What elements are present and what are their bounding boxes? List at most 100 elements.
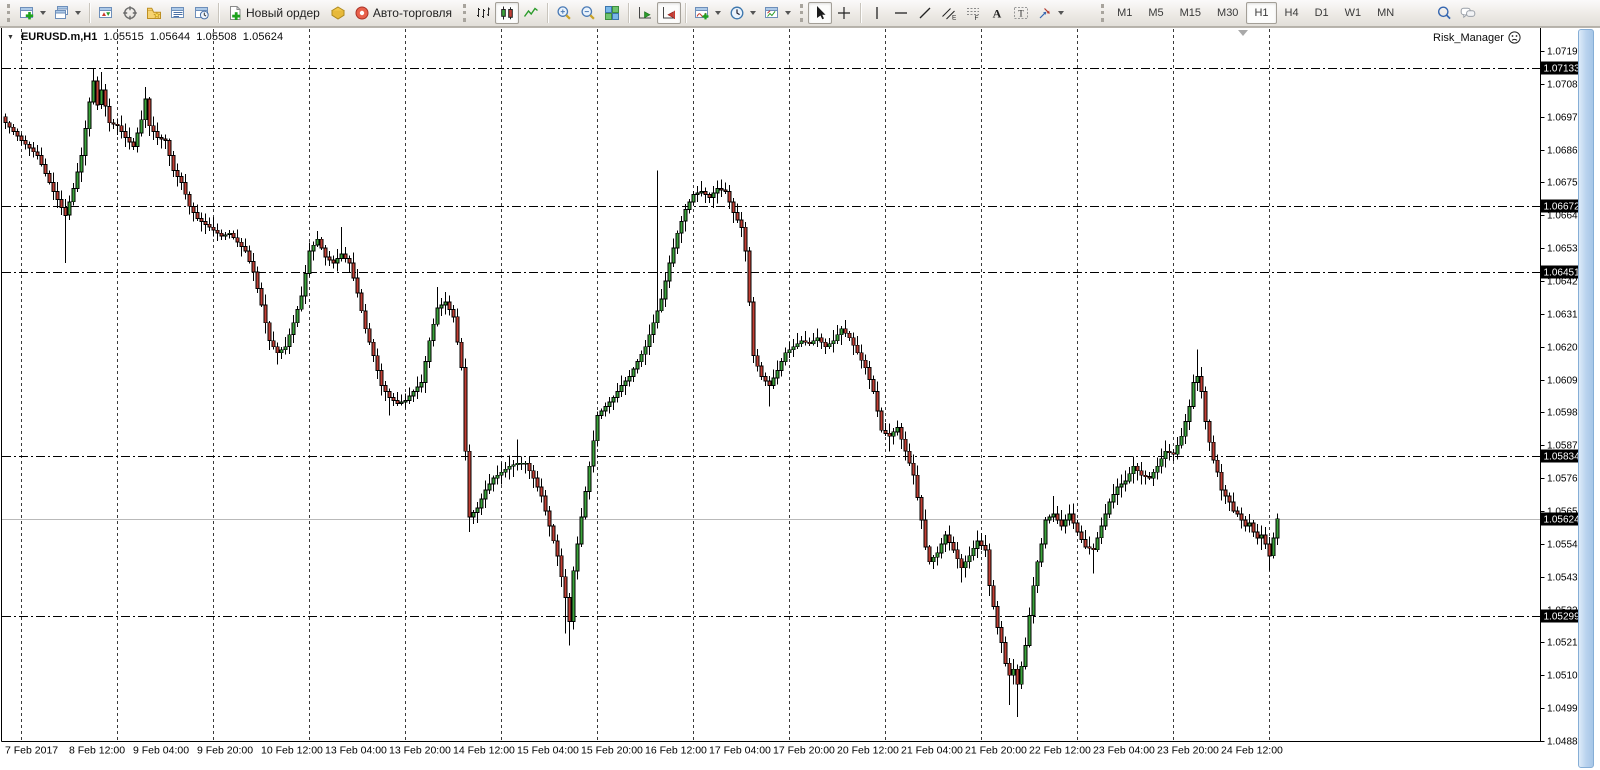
fibonacci-button[interactable]: F xyxy=(961,2,985,24)
timeframe-d1-button[interactable]: D1 xyxy=(1314,7,1329,19)
svg-text:1.05430: 1.05430 xyxy=(1547,573,1584,584)
chart-bars-button[interactable] xyxy=(471,2,495,24)
svg-text:1.05624: 1.05624 xyxy=(1544,515,1581,526)
crosshair-button[interactable] xyxy=(832,2,856,24)
svg-text:24 Feb 12:00: 24 Feb 12:00 xyxy=(1221,745,1283,757)
timeframe-mn-button[interactable]: MN xyxy=(1377,7,1395,19)
auto-scroll-icon xyxy=(637,5,653,21)
autotrading-button[interactable]: Авто-торговля xyxy=(350,2,458,24)
chart-line-icon xyxy=(523,5,539,21)
svg-text:1.05540: 1.05540 xyxy=(1547,540,1584,551)
dropdown-arrow-icon xyxy=(715,11,722,15)
timeframe-m1-button[interactable]: M1 xyxy=(1117,7,1133,19)
svg-text:21 Feb 20:00: 21 Feb 20:00 xyxy=(965,745,1027,757)
timeframe-m15-button[interactable]: M15 xyxy=(1179,7,1202,19)
data-window-button[interactable] xyxy=(118,2,142,24)
zoom-out-button[interactable] xyxy=(576,2,600,24)
dropdown-arrow-icon xyxy=(40,11,46,15)
zoom-in-button[interactable] xyxy=(552,2,576,24)
auto-scroll-button[interactable] xyxy=(633,2,657,24)
text-button[interactable]: A xyxy=(985,2,1009,24)
market-watch-icon xyxy=(98,5,114,21)
new-order-button[interactable]: Новый ордер xyxy=(223,2,326,24)
text-icon: A xyxy=(989,5,1005,21)
terminal-button[interactable] xyxy=(166,2,190,24)
symbol-period-label: EURUSD.m,H1 xyxy=(20,31,98,43)
vertical-line-button[interactable] xyxy=(865,2,889,24)
svg-text:1.05980: 1.05980 xyxy=(1547,408,1584,419)
autotrading-icon xyxy=(354,5,370,21)
toolbar-drag-handle[interactable] xyxy=(800,4,804,22)
chart-candles-button[interactable] xyxy=(495,2,520,24)
toolbar-separator xyxy=(89,3,90,23)
data-window-icon xyxy=(122,5,138,21)
cursor-icon xyxy=(812,5,828,21)
svg-text:1.06640: 1.06640 xyxy=(1547,211,1584,222)
text-label-button[interactable]: T xyxy=(1009,2,1033,24)
shapes-button[interactable] xyxy=(1033,2,1068,24)
svg-text:13 Feb 20:00: 13 Feb 20:00 xyxy=(389,745,451,757)
indicators-icon xyxy=(694,5,710,21)
new-order-icon xyxy=(227,5,243,21)
terminal-icon xyxy=(170,5,186,21)
autotrading-label: Авто-торговля xyxy=(372,6,453,20)
toolbar-drag-handle[interactable] xyxy=(463,4,467,22)
new-chart-button[interactable] xyxy=(15,2,50,24)
svg-text:1.04880: 1.04880 xyxy=(1547,737,1584,748)
profiles-button[interactable] xyxy=(50,2,85,24)
symbol-dropdown-icon[interactable]: ▼ xyxy=(7,33,14,41)
svg-text:1.06200: 1.06200 xyxy=(1547,343,1584,354)
timeframe-h1-button[interactable]: H1 xyxy=(1246,2,1277,24)
svg-text:F: F xyxy=(975,15,979,21)
timeframe-m30-button[interactable]: M30 xyxy=(1217,7,1239,19)
toolbar-drag-handle[interactable] xyxy=(7,4,10,22)
toolbar-separator xyxy=(547,3,549,23)
cursor-button[interactable] xyxy=(808,2,833,24)
timeframe-h4-button[interactable]: H4 xyxy=(1284,7,1299,19)
svg-text:21 Feb 04:00: 21 Feb 04:00 xyxy=(901,745,963,757)
templates-button[interactable] xyxy=(760,2,795,24)
search-button[interactable] xyxy=(1432,2,1456,24)
svg-text:14 Feb 12:00: 14 Feb 12:00 xyxy=(453,745,515,757)
svg-text:23 Feb 20:00: 23 Feb 20:00 xyxy=(1157,745,1219,757)
vertical-scrollbar[interactable] xyxy=(1578,29,1594,768)
market-watch-button[interactable] xyxy=(94,2,118,24)
periods-button[interactable] xyxy=(725,2,760,24)
svg-text:1.06860: 1.06860 xyxy=(1547,146,1584,157)
svg-text:1.07190: 1.07190 xyxy=(1547,47,1584,58)
timeframe-m5-button[interactable]: M5 xyxy=(1148,7,1164,19)
equidistant-channel-button[interactable]: E xyxy=(937,2,961,24)
toolbar-spacer xyxy=(1068,13,1096,14)
tile-windows-button[interactable] xyxy=(600,2,624,24)
periods-icon xyxy=(729,5,745,21)
shapes-icon xyxy=(1037,5,1053,21)
svg-text:1.05299: 1.05299 xyxy=(1544,612,1581,623)
svg-text:20 Feb 12:00: 20 Feb 12:00 xyxy=(837,745,899,757)
ohlc-low: 1.05508 xyxy=(196,31,237,43)
navigator-button[interactable] xyxy=(142,2,166,24)
svg-text:A: A xyxy=(993,7,1002,21)
chart-line-button[interactable] xyxy=(519,2,543,24)
strategy-tester-button[interactable] xyxy=(190,2,214,24)
metaeditor-button[interactable] xyxy=(326,2,350,24)
svg-text:17 Feb 04:00: 17 Feb 04:00 xyxy=(709,745,771,757)
timeframe-w1-button[interactable]: W1 xyxy=(1344,7,1362,19)
svg-text:T: T xyxy=(1018,9,1024,19)
search-icon xyxy=(1436,5,1452,21)
toolbar-separator xyxy=(218,3,219,23)
trendline-button[interactable] xyxy=(913,2,937,24)
svg-text:17 Feb 20:00: 17 Feb 20:00 xyxy=(773,745,835,757)
chat-button[interactable] xyxy=(1456,2,1480,24)
svg-text:8 Feb 12:00: 8 Feb 12:00 xyxy=(69,745,125,757)
svg-text:10 Feb 12:00: 10 Feb 12:00 xyxy=(261,745,323,757)
zoom-out-icon xyxy=(580,5,596,21)
indicators-button[interactable] xyxy=(690,2,725,24)
templates-icon xyxy=(764,5,780,21)
svg-text:1.06750: 1.06750 xyxy=(1547,178,1584,189)
chart-shift-button[interactable] xyxy=(657,2,682,24)
horizontal-line-button[interactable] xyxy=(889,2,913,24)
ohlc-open: 1.05515 xyxy=(103,31,144,43)
toolbar-drag-handle[interactable] xyxy=(1101,4,1105,22)
price-chart[interactable]: 1.07190 1.07080 1.06970 1.06860 1.06750 1.066… xyxy=(0,27,1600,770)
svg-text:15 Feb 20:00: 15 Feb 20:00 xyxy=(581,745,643,757)
